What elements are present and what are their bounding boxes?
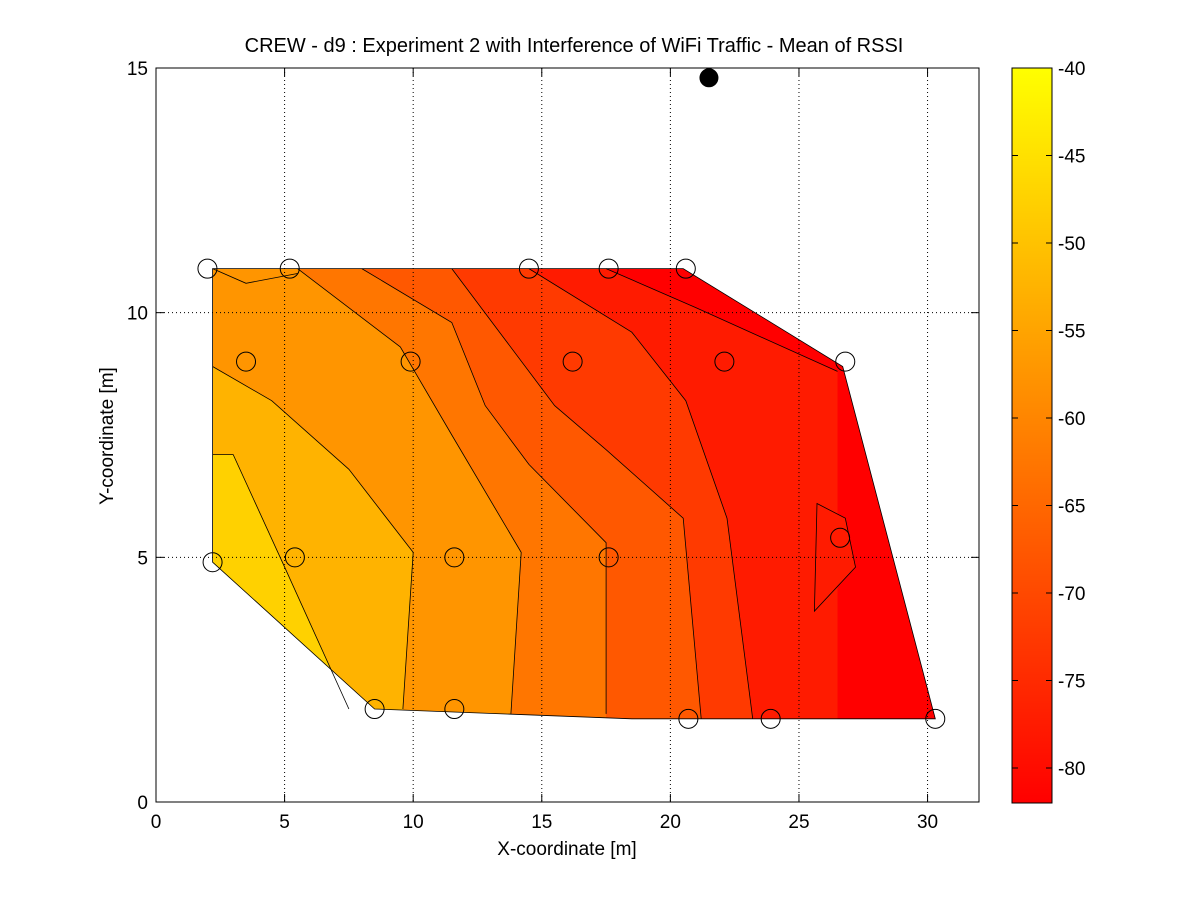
colorbar — [1011, 67, 1053, 804]
x-axis: 0 5 10 15 20 25 30 — [151, 68, 938, 833]
measurement-point — [760, 708, 781, 729]
x-tick-label: 25 — [788, 812, 809, 833]
measurement-point — [714, 351, 735, 372]
measurement-point — [835, 351, 856, 372]
measurement-point — [400, 351, 421, 372]
x-tick-label: 5 — [279, 812, 290, 833]
contour-line — [297, 268, 522, 714]
y-tick-label: 0 — [137, 793, 148, 814]
colorbar-tick-label: -55 — [1058, 322, 1085, 343]
x-tick-label: 30 — [917, 812, 938, 833]
y-tick-label: 5 — [137, 548, 148, 569]
colorbar-tick-label: -45 — [1058, 147, 1085, 168]
contour-band-fill — [606, 268, 936, 719]
colorbar-tick-label: -40 — [1058, 59, 1085, 80]
measurement-point — [598, 258, 619, 279]
y-axis: 0 5 10 15 — [127, 59, 979, 814]
measurement-point — [678, 708, 699, 729]
measurement-point — [284, 547, 305, 568]
measurement-point — [562, 351, 583, 372]
marker-layer — [197, 68, 946, 729]
y-tick-label: 10 — [127, 304, 148, 325]
colorbar-tick-label: -65 — [1058, 497, 1085, 518]
contour-line-layer — [212, 268, 936, 720]
contour-fill-layer — [212, 268, 936, 719]
colorbar-ticks: -40 -45 -50 -55 -60 -65 -70 -75 -80 — [1012, 59, 1085, 780]
region-outline — [212, 268, 936, 720]
contour-line — [605, 268, 838, 372]
x-tick-label: 10 — [403, 812, 424, 833]
measurement-point — [675, 258, 696, 279]
x-tick-label: 20 — [660, 812, 681, 833]
contour-line — [361, 268, 607, 714]
colorbar-tick-label: -75 — [1058, 672, 1085, 693]
y-axis-label: Y-coordinate [m] — [97, 367, 118, 505]
colorbar-tick-label: -60 — [1058, 409, 1085, 430]
chart-title: CREW - d9 : Experiment 2 with Interferen… — [245, 35, 904, 57]
contour-local-fill — [814, 503, 856, 612]
measurement-point — [444, 699, 465, 720]
measurement-point — [202, 552, 223, 573]
colorbar-tick-label: -80 — [1058, 759, 1085, 780]
x-tick-label: 15 — [531, 812, 552, 833]
measurement-point — [279, 258, 300, 279]
y-tick-label: 15 — [127, 59, 148, 80]
measurement-point — [518, 258, 539, 279]
contour-line — [451, 268, 702, 719]
contour-line — [212, 268, 298, 284]
measurement-point — [197, 258, 218, 279]
measurement-point — [364, 699, 385, 720]
measurement-point — [598, 547, 619, 568]
interferer-marker — [699, 68, 719, 88]
x-axis-label: X-coordinate [m] — [497, 839, 636, 860]
measurement-point — [444, 547, 465, 568]
contour-line — [528, 268, 754, 719]
x-tick-label: 0 — [151, 812, 162, 833]
colorbar-tick-label: -50 — [1058, 234, 1085, 255]
measurement-point — [830, 527, 851, 548]
measurement-point — [925, 708, 946, 729]
plot-frame — [155, 67, 980, 803]
colorbar-tick-label: -70 — [1058, 584, 1085, 605]
contour-line — [813, 502, 856, 613]
measurement-point — [236, 351, 257, 372]
contour-line — [212, 366, 414, 710]
contour-line — [212, 454, 350, 710]
